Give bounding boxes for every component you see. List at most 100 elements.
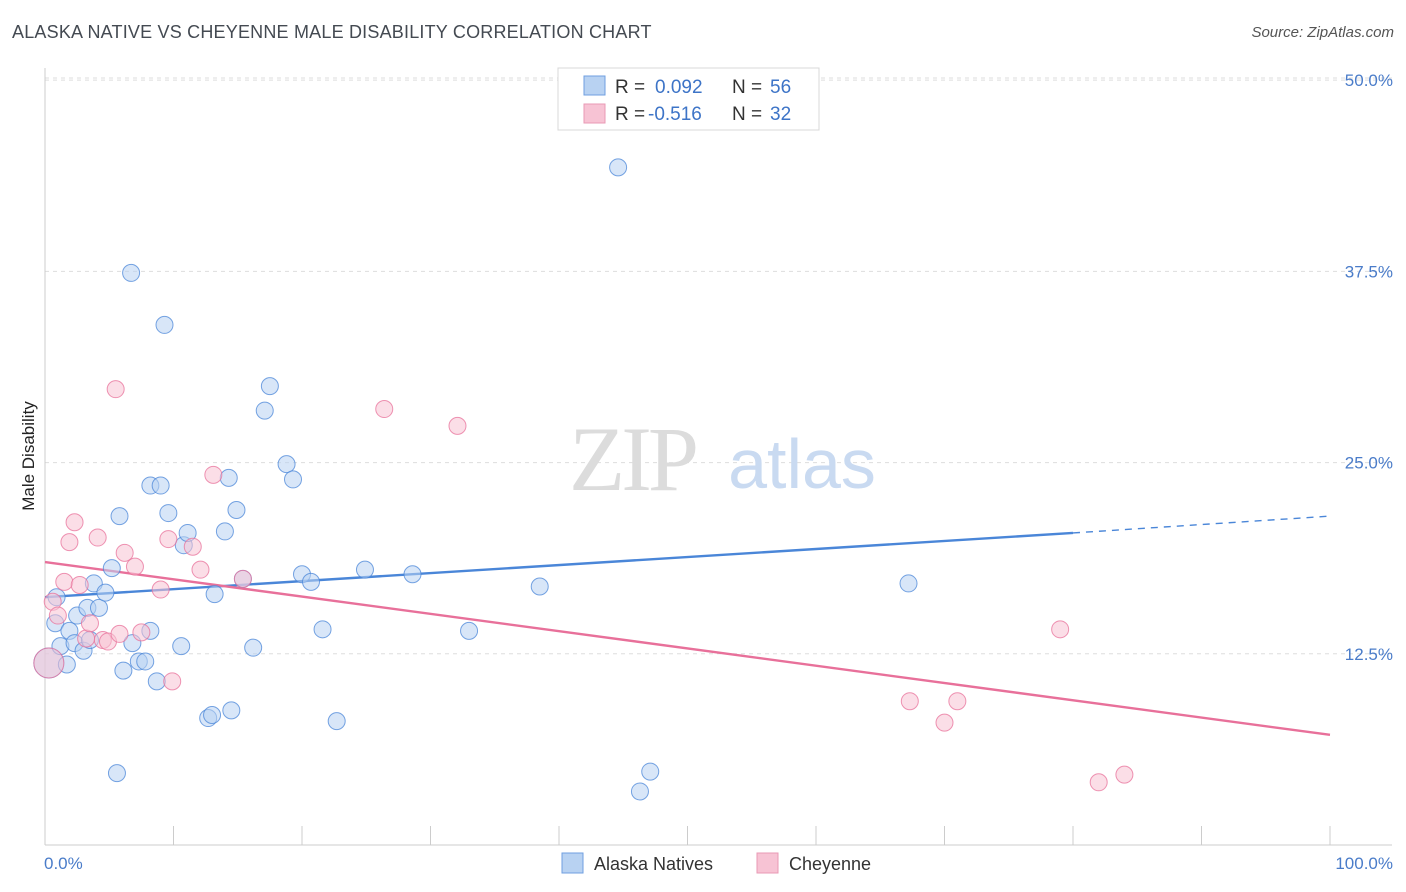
legend-r-value-alaska: 0.092 bbox=[655, 77, 703, 98]
point-cheyenne bbox=[935, 713, 954, 732]
legend-n-label-cheyenne: N = bbox=[732, 104, 762, 125]
point-alaska bbox=[89, 598, 108, 617]
point-cheyenne bbox=[65, 513, 84, 532]
point-cheyenne bbox=[70, 575, 89, 594]
bottom-legend-swatch-cheyenne bbox=[756, 852, 779, 874]
point-alaska bbox=[313, 620, 332, 639]
point-alaska bbox=[277, 455, 296, 474]
bottom-legend: Alaska Natives Cheyenne bbox=[561, 852, 871, 874]
tick-labels: 12.5% 25.0% 37.5% 50.0% 0.0% 100.0% bbox=[44, 71, 1393, 873]
point-cheyenne bbox=[106, 380, 125, 399]
point-alaska bbox=[136, 652, 155, 671]
axes bbox=[44, 68, 1392, 846]
legend-n-label-alaska: N = bbox=[732, 77, 762, 98]
point-alaska bbox=[147, 672, 166, 691]
legend-swatch-alaska bbox=[583, 75, 606, 96]
point-alaska bbox=[609, 158, 628, 177]
bottom-legend-swatch-alaska bbox=[561, 852, 584, 874]
point-alaska bbox=[355, 560, 374, 579]
point-alaska bbox=[155, 315, 174, 334]
gridlines bbox=[45, 77, 1392, 655]
point-cheyenne bbox=[33, 647, 65, 679]
point-cheyenne bbox=[125, 557, 144, 576]
point-cheyenne bbox=[1089, 773, 1108, 792]
trend-line-dashed-alaska bbox=[1072, 515, 1331, 534]
point-cheyenne bbox=[88, 528, 107, 547]
point-alaska bbox=[530, 577, 549, 596]
point-alaska bbox=[641, 762, 660, 781]
watermark-atlas: atlas bbox=[728, 425, 876, 503]
legend-swatch-cheyenne bbox=[583, 103, 606, 124]
point-alaska bbox=[107, 764, 126, 783]
point-alaska bbox=[122, 263, 141, 282]
x-tick-label-min: 0.0% bbox=[44, 854, 83, 873]
point-alaska bbox=[203, 705, 222, 724]
x-tick-label-max: 100.0% bbox=[1335, 854, 1393, 873]
point-alaska bbox=[96, 583, 115, 602]
point-alaska bbox=[301, 572, 320, 591]
y-axis-label: Male Disability bbox=[19, 401, 38, 511]
point-alaska bbox=[327, 712, 346, 731]
watermark: ZIP atlas bbox=[569, 408, 876, 510]
point-alaska bbox=[215, 522, 234, 541]
chart-source: Source: ZipAtlas.com bbox=[1251, 24, 1394, 41]
point-cheyenne bbox=[204, 465, 223, 484]
point-cheyenne bbox=[233, 569, 252, 588]
y-tick-label: 12.5% bbox=[1345, 645, 1393, 664]
point-cheyenne bbox=[77, 629, 96, 648]
point-alaska bbox=[227, 501, 246, 520]
point-cheyenne bbox=[375, 400, 394, 419]
trend-lines bbox=[44, 515, 1331, 737]
point-alaska bbox=[219, 468, 238, 487]
point-alaska bbox=[284, 470, 303, 489]
point-cheyenne bbox=[151, 580, 170, 599]
point-alaska bbox=[460, 621, 479, 640]
point-alaska bbox=[255, 401, 274, 420]
legend: R = 0.092 N = 56 R = -0.516 N = 32 bbox=[557, 67, 820, 131]
point-alaska bbox=[899, 574, 918, 593]
y-tick-label: 37.5% bbox=[1345, 262, 1393, 281]
chart-title: ALASKA NATIVE VS CHEYENNE MALE DISABILIT… bbox=[12, 22, 652, 42]
point-alaska bbox=[110, 507, 129, 526]
point-cheyenne bbox=[948, 692, 967, 711]
point-cheyenne bbox=[60, 533, 79, 552]
point-alaska bbox=[244, 638, 263, 657]
point-cheyenne bbox=[183, 537, 202, 556]
legend-n-value-alaska: 56 bbox=[770, 77, 791, 98]
watermark-zip: ZIP bbox=[569, 408, 696, 510]
point-cheyenne bbox=[80, 614, 99, 633]
trend-line-cheyenne bbox=[44, 560, 1331, 737]
point-cheyenne bbox=[48, 606, 67, 625]
point-cheyenne bbox=[132, 623, 151, 642]
point-cheyenne bbox=[163, 672, 182, 691]
point-alaska bbox=[159, 504, 178, 523]
legend-r-label-cheyenne: R = bbox=[615, 104, 645, 125]
legend-n-value-cheyenne: 32 bbox=[770, 104, 791, 125]
point-cheyenne bbox=[191, 560, 210, 579]
y-tick-label: 25.0% bbox=[1345, 454, 1393, 473]
point-cheyenne bbox=[159, 530, 178, 549]
data-points bbox=[33, 158, 1134, 801]
point-cheyenne bbox=[110, 624, 129, 643]
point-alaska bbox=[102, 559, 121, 578]
bottom-legend-label-cheyenne: Cheyenne bbox=[789, 854, 871, 874]
point-alaska bbox=[114, 661, 133, 680]
point-alaska bbox=[205, 585, 224, 604]
bottom-legend-label-alaska: Alaska Natives bbox=[594, 854, 713, 874]
point-cheyenne bbox=[115, 543, 134, 562]
point-alaska bbox=[630, 782, 649, 801]
point-cheyenne bbox=[900, 692, 919, 711]
point-cheyenne bbox=[55, 572, 74, 591]
point-cheyenne bbox=[448, 416, 467, 435]
point-cheyenne bbox=[1051, 620, 1070, 639]
point-alaska bbox=[151, 476, 170, 495]
point-alaska bbox=[260, 377, 279, 396]
point-alaska bbox=[403, 565, 422, 584]
point-alaska bbox=[172, 637, 191, 656]
point-cheyenne bbox=[1115, 765, 1134, 784]
point-alaska bbox=[222, 701, 241, 720]
y-tick-label: 50.0% bbox=[1345, 71, 1393, 90]
legend-r-value-cheyenne: -0.516 bbox=[648, 104, 702, 125]
legend-r-label-alaska: R = bbox=[615, 77, 645, 98]
